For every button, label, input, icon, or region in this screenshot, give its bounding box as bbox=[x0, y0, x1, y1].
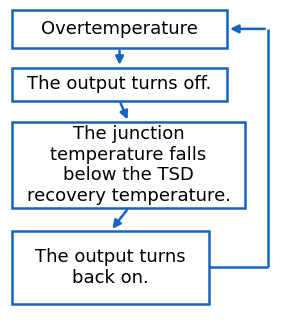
FancyBboxPatch shape bbox=[12, 231, 209, 304]
Text: Overtemperature: Overtemperature bbox=[41, 20, 198, 38]
FancyBboxPatch shape bbox=[12, 10, 227, 48]
Text: The output turns
back on.: The output turns back on. bbox=[35, 248, 186, 287]
FancyBboxPatch shape bbox=[12, 122, 245, 208]
Text: The junction
temperature falls
below the TSD
recovery temperature.: The junction temperature falls below the… bbox=[27, 125, 231, 205]
FancyBboxPatch shape bbox=[12, 68, 227, 101]
Text: The output turns off.: The output turns off. bbox=[28, 75, 212, 93]
